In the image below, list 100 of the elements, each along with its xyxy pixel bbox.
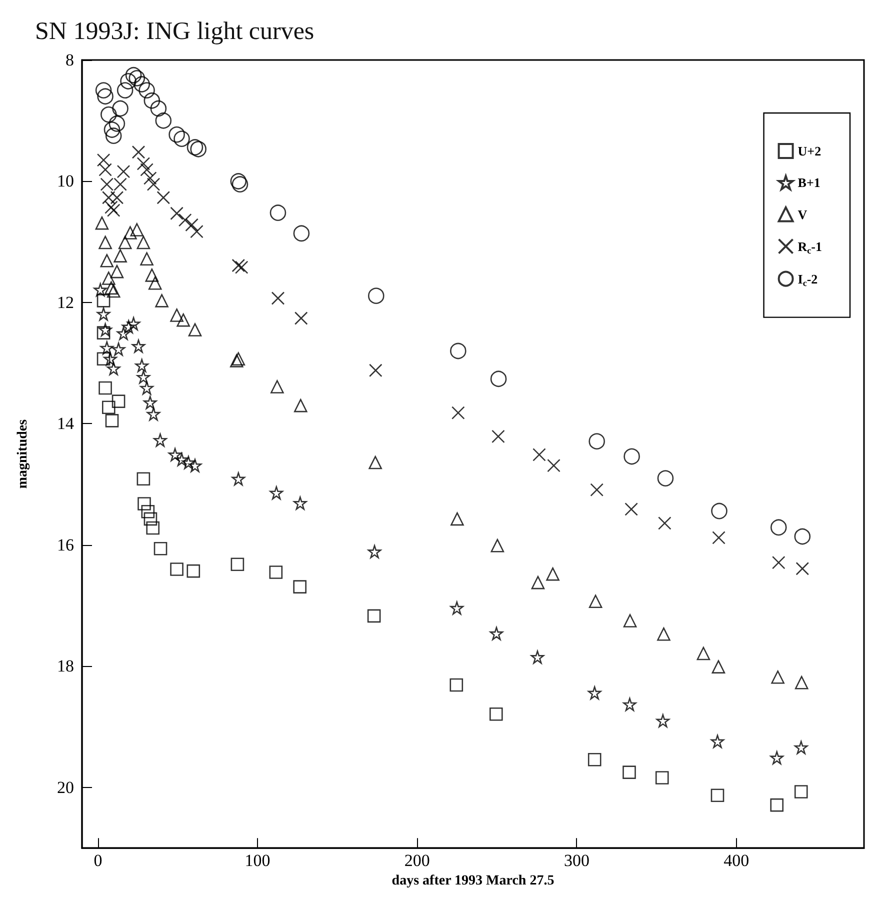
y-tick-label: 18 [57,656,74,676]
point [490,626,504,640]
x-tick-label: 100 [244,851,270,870]
legend-label: V [798,206,808,222]
point [185,218,198,232]
point [143,396,157,410]
point [182,456,196,470]
point [588,752,602,766]
point [134,76,150,92]
point [490,538,504,552]
point [95,216,109,230]
point [140,163,154,176]
point [175,452,188,466]
point [168,126,185,143]
point [116,82,134,98]
point [711,502,728,520]
point [146,178,160,191]
chart-title: SN 1993J: ING light curves [35,18,314,45]
point [136,370,150,384]
point [156,190,170,204]
point [294,398,308,412]
y-tick-label: 10 [57,172,74,191]
point [110,264,124,278]
point [186,139,204,156]
point [696,646,710,660]
point [588,433,605,450]
point [144,512,158,526]
point [294,496,307,510]
point [547,458,560,472]
point [112,342,126,356]
point [108,116,126,132]
point [294,312,308,325]
point [368,456,382,470]
point [190,224,204,238]
point [532,448,546,462]
point [146,521,160,535]
point [492,430,505,444]
point [154,433,167,447]
point [104,352,117,366]
point [293,225,310,242]
point [94,283,108,296]
point [95,82,112,98]
point [154,542,168,556]
point [100,341,114,355]
point [710,788,724,802]
point [170,308,184,322]
point [188,458,202,472]
point [368,545,382,558]
point [232,472,246,486]
point [126,317,140,330]
point [796,562,810,576]
point [114,249,127,262]
point [132,145,146,159]
legend-label: B+1 [798,175,820,190]
point [230,558,244,572]
legend-label: U+2 [798,144,822,158]
point [590,483,604,496]
point [450,601,464,615]
point [622,766,636,779]
point [140,381,154,395]
point [367,609,381,623]
point [624,448,640,465]
point [98,323,112,336]
y-tick-label: 12 [57,292,74,312]
y-axis-title: magnitudes [16,418,30,489]
point [104,200,118,214]
point [132,339,146,353]
y-tick-label: 20 [57,778,74,797]
y-tick-label: 16 [57,535,74,554]
point [176,313,190,327]
point [624,502,638,516]
point [148,276,162,290]
point [125,67,142,84]
point [794,528,811,545]
y-tick-label: 8 [66,50,74,70]
point [230,173,247,190]
point [106,362,120,376]
point [100,106,117,123]
point [130,223,144,236]
point [98,236,112,250]
point [150,100,167,117]
point [97,88,114,105]
point [270,486,284,500]
point [141,504,155,518]
point [105,414,119,428]
point [110,190,124,204]
point [712,660,726,674]
point [116,326,130,340]
point [102,272,116,285]
point [136,472,150,486]
point [188,323,202,336]
point [770,519,787,536]
point [96,307,110,321]
point [155,294,168,308]
point [144,92,160,109]
point [122,320,136,334]
x-tick-label: 200 [404,851,430,870]
point [234,260,248,274]
point [368,288,384,304]
point [170,562,184,576]
